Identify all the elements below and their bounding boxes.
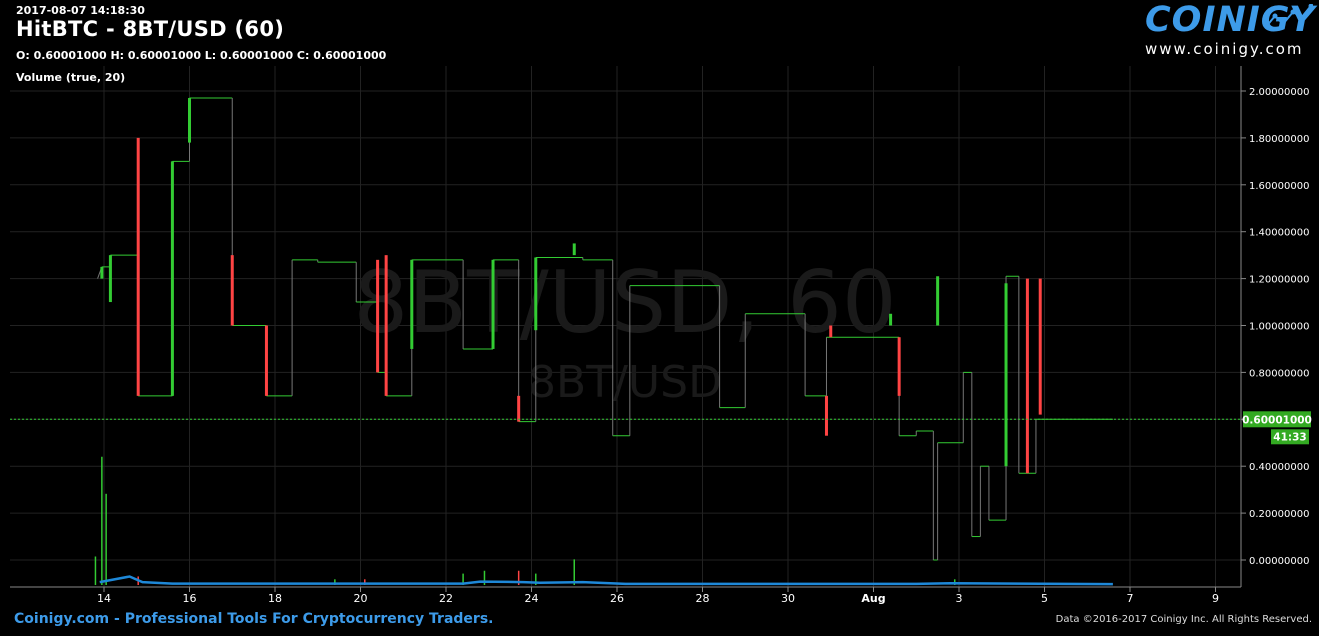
candle-up[interactable] [108, 255, 112, 303]
watermark-main: 8BT/USD, 60 [353, 253, 896, 353]
candle-up[interactable] [534, 257, 538, 331]
time-tick-label: 14 [97, 592, 111, 605]
price-tick-label: 1.00000000 [1249, 322, 1309, 333]
candle-down[interactable] [897, 337, 901, 396]
candle-up[interactable] [572, 243, 576, 256]
price-tick-label: 0.00000000 [1249, 556, 1309, 567]
candle-down[interactable] [264, 325, 268, 396]
candle-down[interactable] [136, 137, 140, 396]
price-tick-label: 0.40000000 [1249, 462, 1309, 473]
candle-down[interactable] [1025, 278, 1029, 474]
footer-copyright: Data ©2016-2017 Coinigy Inc. All Rights … [1055, 614, 1312, 625]
logo-graph-icon [1264, 4, 1313, 29]
last-price-tag [1243, 411, 1311, 428]
candle-up[interactable] [188, 98, 191, 143]
chart-title: HitBTC - 8BT/USD (60) [16, 17, 285, 41]
time-tick-label: 30 [781, 592, 795, 605]
time-tick-label: 5 [1041, 592, 1048, 605]
candle-up[interactable] [1004, 283, 1008, 467]
candle-up[interactable] [889, 313, 893, 326]
time-tick-label: 26 [610, 592, 624, 605]
price-tick-label: 1.80000000 [1249, 134, 1309, 145]
last-price-value: 0.60001000 [1242, 414, 1312, 426]
candle-down[interactable] [1038, 278, 1042, 415]
footer-tagline[interactable]: Coinigy.com - Professional Tools For Cry… [14, 611, 494, 627]
volume-ma-line [99, 575, 1113, 586]
candle-down[interactable] [384, 255, 388, 396]
candle-down[interactable] [517, 395, 521, 422]
candle-down[interactable] [376, 259, 380, 373]
candle-countdown-tag [1271, 429, 1309, 445]
candle-down[interactable] [824, 395, 828, 436]
candle-up[interactable] [936, 276, 940, 326]
time-tick-label: Aug [861, 592, 885, 605]
price-tick-label: 1.40000000 [1249, 228, 1309, 239]
timestamp: 2017-08-07 14:18:30 [16, 4, 145, 17]
price-tick-label: 1.20000000 [1249, 275, 1309, 286]
candle-up[interactable] [170, 161, 174, 396]
time-tick-label: 3 [956, 592, 963, 605]
ohlc-readout: O: 0.60001000 H: 0.60001000 L: 0.6000100… [16, 49, 387, 62]
price-tick-label: 0.20000000 [1249, 509, 1309, 520]
watermark-sub: 8BT/USD [528, 357, 722, 408]
candle-countdown-value: 41:33 [1273, 431, 1306, 443]
time-tick-label: 28 [696, 592, 710, 605]
candle-up[interactable] [100, 266, 104, 279]
time-tick-label: 9 [1212, 592, 1219, 605]
candle-up[interactable] [491, 259, 495, 349]
price-tick-label: 0.80000000 [1249, 368, 1309, 379]
price-tick-label: 2.00000000 [1249, 87, 1309, 98]
candle-down[interactable] [829, 325, 833, 338]
price-tick-label: 1.60000000 [1249, 181, 1309, 192]
time-tick-label: 7 [1127, 592, 1134, 605]
time-tick-label: 20 [354, 592, 368, 605]
candle-down[interactable] [230, 255, 234, 326]
coinigy-logo[interactable]: COINIGY www.coinigy.com [1143, 0, 1315, 58]
time-tick-label: 18 [268, 592, 282, 605]
time-tick-label: 22 [439, 592, 453, 605]
logo-url: www.coinigy.com [1145, 40, 1304, 58]
time-tick-label: 24 [525, 592, 539, 605]
volume-indicator-label[interactable]: Volume (true, 20) [16, 71, 126, 84]
time-tick-label: 16 [183, 592, 197, 605]
candle-up[interactable] [410, 259, 414, 349]
